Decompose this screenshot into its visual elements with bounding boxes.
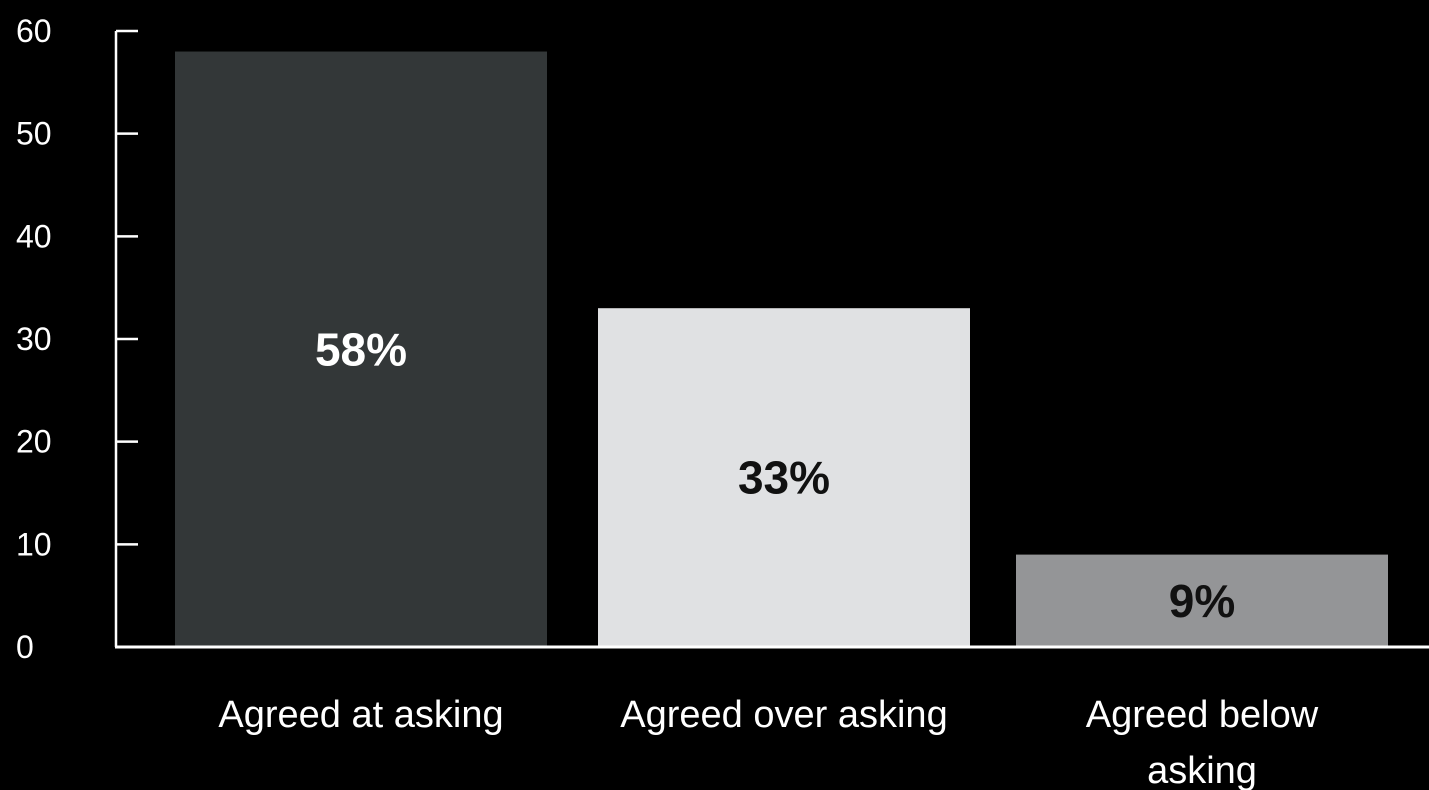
y-tick-label: 10 bbox=[16, 526, 52, 562]
x-tick-label: Agreed below asking bbox=[1086, 694, 1319, 790]
y-tick-label: 30 bbox=[16, 321, 52, 357]
bars bbox=[175, 51, 1388, 648]
x-axis: Agreed at asking Agreed over asking Agreed… bbox=[115, 645, 1429, 790]
bar bbox=[175, 51, 547, 648]
data-label: 33% bbox=[738, 452, 830, 504]
x-tick-label: Agreed at asking bbox=[218, 694, 503, 736]
y-tick-label: 20 bbox=[16, 424, 52, 460]
data-label: 58% bbox=[315, 323, 407, 375]
x-tick-label: Agreed over asking bbox=[620, 694, 947, 736]
bar bbox=[1016, 554, 1388, 647]
y-axis: 0 10 20 30 40 50 60 bbox=[16, 13, 138, 665]
data-labels: 58% 33% 9% bbox=[315, 323, 1235, 627]
bar bbox=[598, 308, 970, 647]
data-label: 9% bbox=[1169, 575, 1235, 627]
y-tick-label: 0 bbox=[16, 629, 34, 665]
y-tick-label: 50 bbox=[16, 116, 52, 152]
y-tick-label: 40 bbox=[16, 218, 52, 254]
y-tick-label: 60 bbox=[16, 13, 52, 49]
